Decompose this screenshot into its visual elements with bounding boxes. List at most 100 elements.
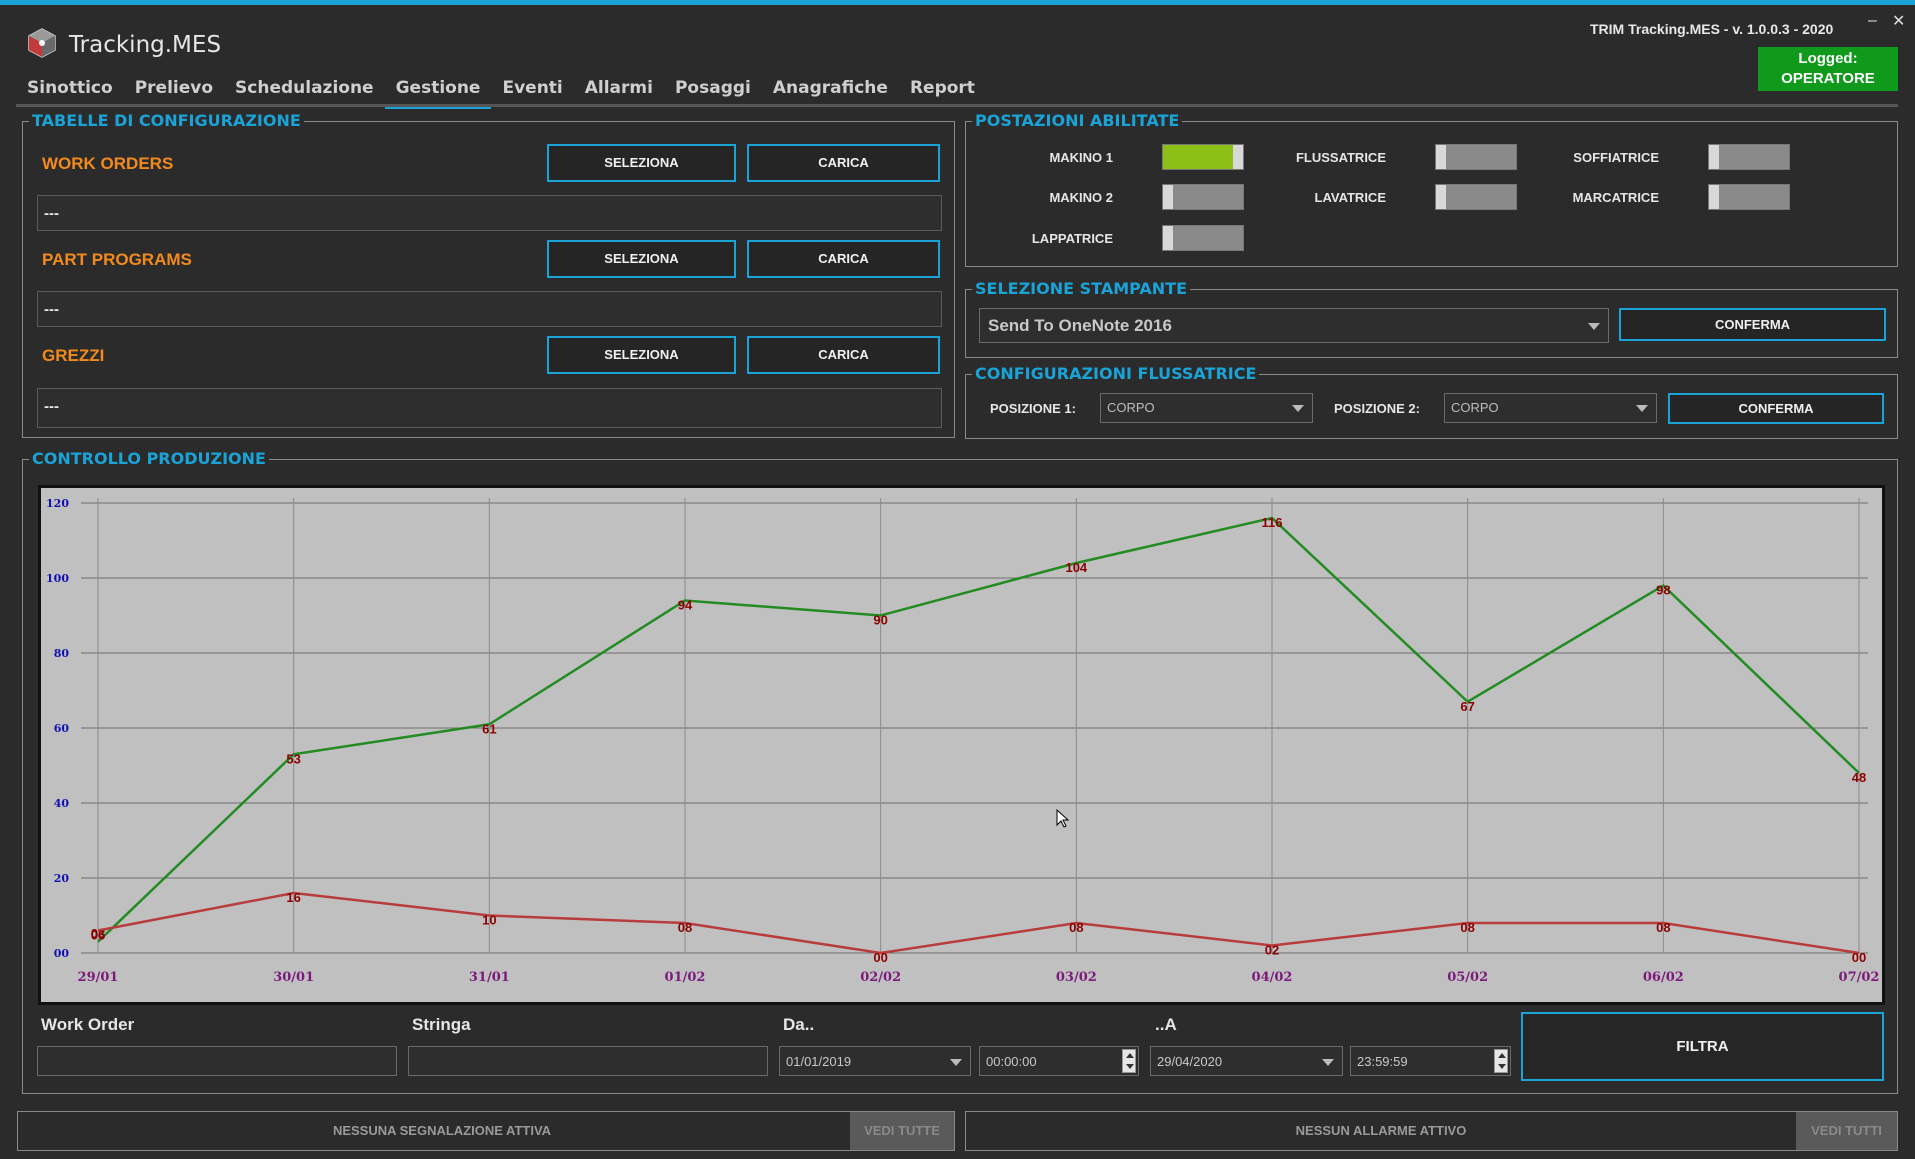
- stringa-filter-label: Stringa: [412, 1015, 471, 1034]
- to-date-label: ..A: [1155, 1015, 1177, 1034]
- position-2-label: POSIZIONE 2:: [1334, 401, 1420, 416]
- x-tick-label: 05/02: [1447, 970, 1488, 985]
- toggle-marcatrice[interactable]: [1708, 184, 1790, 210]
- toggle-makino-2[interactable]: [1162, 184, 1244, 210]
- printer-select-value: Send To OneNote 2016: [988, 316, 1172, 335]
- data-label: 00: [873, 950, 887, 965]
- part-programs-select-button[interactable]: SELEZIONA: [547, 240, 736, 278]
- signals-status-text: NESSUNA SEGNALAZIONE ATTIVA: [332, 1123, 552, 1138]
- printer-select[interactable]: Send To OneNote 2016: [979, 308, 1609, 343]
- view-all-alarms-button[interactable]: VEDI TUTTI: [1796, 1112, 1897, 1150]
- data-label: 48: [1852, 770, 1866, 785]
- chevron-down-icon: [1322, 1059, 1334, 1066]
- data-label: 08: [678, 920, 692, 935]
- logged-role: OPERATORE: [1781, 70, 1875, 87]
- to-time-input[interactable]: 23:59:59: [1350, 1046, 1511, 1076]
- filter-button[interactable]: FILTRA: [1521, 1012, 1884, 1081]
- station-label-makino-2: MAKINO 2: [1049, 190, 1113, 205]
- close-icon[interactable]: ✕: [1892, 13, 1906, 30]
- tab-anagrafiche[interactable]: Anagrafiche: [772, 78, 888, 98]
- printer-group: SELEZIONE STAMPANTE Send To OneNote 2016…: [965, 280, 1898, 358]
- x-tick-label: 02/02: [860, 970, 901, 985]
- tab-eventi[interactable]: Eventi: [502, 78, 563, 98]
- chevron-down-icon: [950, 1059, 962, 1066]
- data-label: 10: [482, 913, 496, 928]
- y-tick-label: 60: [54, 722, 70, 735]
- config-tables-group: TABELLE DI CONFIGURAZIONE WORK ORDERS SE…: [22, 112, 955, 438]
- y-tick-label: 00: [54, 947, 70, 960]
- app-window: Tracking.MES TRIM Tracking.MES - v. 1.0.…: [0, 5, 1915, 1159]
- part-programs-load-button[interactable]: CARICA: [747, 240, 940, 278]
- data-label: 06: [91, 928, 105, 943]
- production-chart-svg: 00 20 40 60 80 100 120 29/01 30/01 31/01 01/02 02/0…: [46, 497, 1879, 985]
- printer-confirm-button[interactable]: CONFERMA: [1619, 308, 1886, 341]
- tab-report[interactable]: Report: [909, 78, 975, 98]
- work-orders-load-button[interactable]: CARICA: [747, 144, 940, 182]
- position-1-label: POSIZIONE 1:: [990, 401, 1076, 416]
- position-2-value: CORPO: [1451, 400, 1499, 415]
- tab-posaggi[interactable]: Posaggi: [674, 78, 751, 98]
- x-tick-label: 03/02: [1056, 970, 1097, 985]
- config-tables-title: TABELLE DI CONFIGURAZIONE: [29, 112, 304, 130]
- toggle-flussatrice[interactable]: [1435, 144, 1517, 170]
- station-label-soffiatrice: SOFFIATRICE: [1573, 150, 1659, 165]
- data-label: 08: [1460, 920, 1474, 935]
- alarms-status-bar: NESSUN ALLARME ATTIVO VEDI TUTTI: [965, 1111, 1898, 1151]
- production-title: CONTROLLO PRODUZIONE: [29, 450, 269, 468]
- tab-gestione[interactable]: Gestione: [384, 75, 492, 109]
- production-chart: 00 20 40 60 80 100 120 29/01 30/01 31/01 01/02 02/0…: [38, 485, 1885, 1005]
- grezzi-select-button[interactable]: SELEZIONA: [547, 336, 736, 374]
- to-date-picker[interactable]: 29/04/2020: [1150, 1046, 1343, 1076]
- data-label: 53: [286, 751, 300, 766]
- grezzi-load-button[interactable]: CARICA: [747, 336, 940, 374]
- toggle-soffiatrice[interactable]: [1708, 144, 1790, 170]
- part-programs-label: PART PROGRAMS: [42, 250, 192, 269]
- data-label: 08: [1656, 920, 1670, 935]
- stringa-filter-input[interactable]: [408, 1046, 768, 1076]
- work-order-filter-label: Work Order: [41, 1015, 135, 1034]
- toggle-makino-1[interactable]: [1162, 144, 1244, 170]
- minimize-icon[interactable]: –: [1868, 12, 1877, 29]
- toggle-lavatrice[interactable]: [1435, 184, 1517, 210]
- data-label: 08: [1069, 920, 1083, 935]
- chevron-down-icon: [1292, 405, 1304, 412]
- to-time-stepper-icon[interactable]: [1494, 1049, 1508, 1073]
- y-tick-label: 80: [54, 647, 70, 660]
- x-tick-label: 29/01: [78, 970, 119, 985]
- from-time-input[interactable]: 00:00:00: [979, 1046, 1139, 1076]
- work-orders-label: WORK ORDERS: [42, 154, 174, 173]
- data-label: 116: [1262, 515, 1283, 530]
- work-order-filter-input[interactable]: [37, 1046, 397, 1076]
- station-label-marcatrice: MARCATRICE: [1572, 190, 1659, 205]
- series-line: [97, 516, 1860, 943]
- tab-prelievo[interactable]: Prelievo: [134, 78, 214, 98]
- view-all-signals-button[interactable]: VEDI TUTTE: [850, 1112, 954, 1150]
- production-group: CONTROLLO PRODUZIONE: [22, 450, 1898, 1094]
- toggle-lappatrice[interactable]: [1162, 225, 1244, 251]
- work-orders-path-field[interactable]: ---: [37, 195, 942, 231]
- data-label: 00: [1852, 950, 1866, 965]
- grezzi-label: GREZZI: [42, 346, 105, 365]
- x-tick-label: 06/02: [1643, 970, 1684, 985]
- data-label: 61: [482, 721, 496, 736]
- position-2-select[interactable]: CORPO: [1444, 393, 1657, 423]
- flux-confirm-button[interactable]: CONFERMA: [1668, 393, 1884, 424]
- from-time-value: 00:00:00: [986, 1054, 1037, 1069]
- version-label: TRIM Tracking.MES - v. 1.0.0.3 - 2020: [1590, 21, 1834, 37]
- data-label: 98: [1656, 583, 1670, 598]
- window-accent-line: [0, 0, 1915, 5]
- flux-config-group: CONFIGURAZIONI FLUSSATRICE POSIZIONE 1: …: [965, 365, 1898, 439]
- x-tick-label: 30/01: [273, 970, 314, 985]
- position-1-select[interactable]: CORPO: [1100, 393, 1313, 423]
- work-orders-select-button[interactable]: SELEZIONA: [547, 144, 736, 182]
- tab-allarmi[interactable]: Allarmi: [584, 78, 653, 98]
- from-time-stepper-icon[interactable]: [1122, 1049, 1136, 1073]
- mouse-cursor-icon: [1056, 809, 1070, 828]
- part-programs-path-field[interactable]: ---: [37, 291, 942, 327]
- from-date-picker[interactable]: 01/01/2019: [779, 1046, 971, 1076]
- grezzi-path-field[interactable]: ---: [37, 388, 942, 428]
- station-label-makino-1: MAKINO 1: [1049, 150, 1113, 165]
- series-line: [97, 891, 1860, 955]
- tab-schedulazione[interactable]: Schedulazione: [235, 78, 374, 98]
- tab-sinottico[interactable]: Sinottico: [27, 78, 113, 98]
